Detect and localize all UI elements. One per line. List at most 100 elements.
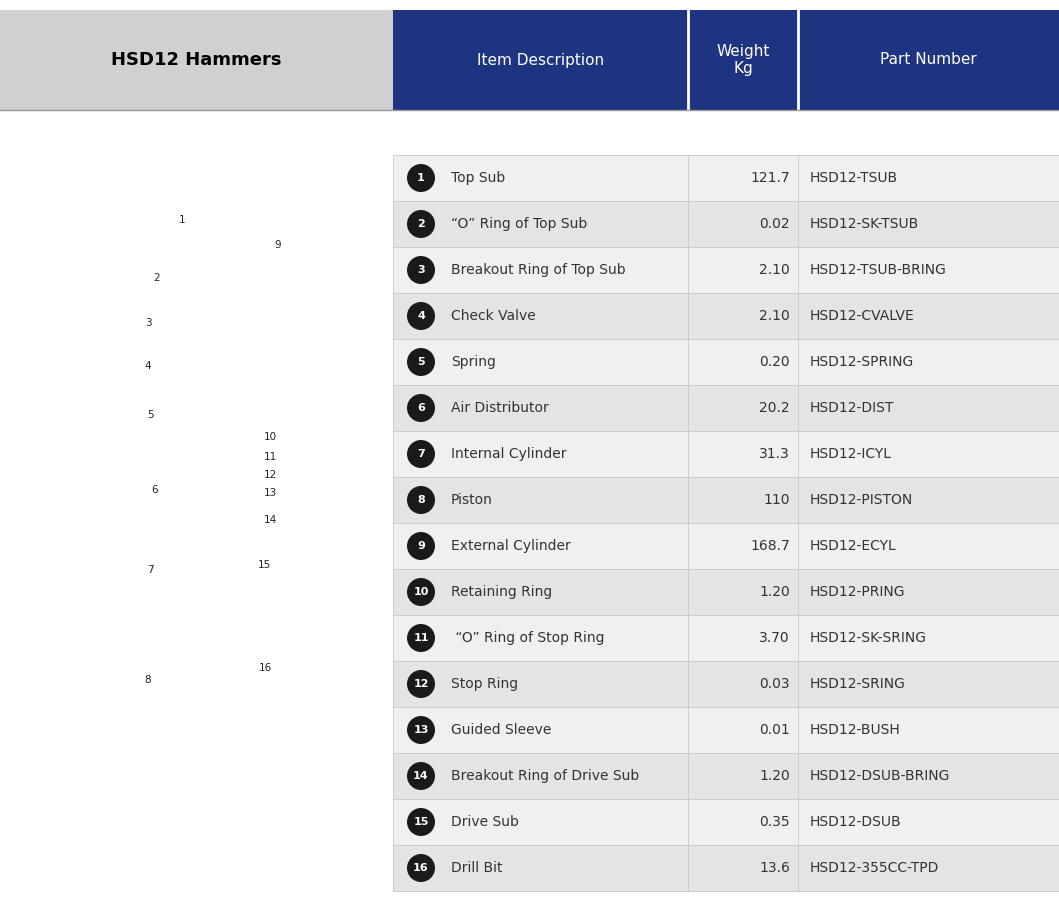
Text: 9: 9 xyxy=(274,240,282,250)
Text: 3: 3 xyxy=(145,318,151,328)
Bar xyxy=(798,431,1059,477)
Text: HSD12-DSUB-BRING: HSD12-DSUB-BRING xyxy=(810,769,950,783)
Text: 0.01: 0.01 xyxy=(759,723,790,737)
Text: “O” Ring of Stop Ring: “O” Ring of Stop Ring xyxy=(451,631,605,645)
Text: 16: 16 xyxy=(413,863,429,873)
Text: HSD12-SK-TSUB: HSD12-SK-TSUB xyxy=(810,217,919,231)
Text: Top Sub: Top Sub xyxy=(451,171,505,185)
Text: HSD12-355CC-TPD: HSD12-355CC-TPD xyxy=(810,861,939,875)
Text: 11: 11 xyxy=(264,452,276,462)
Text: 15: 15 xyxy=(413,817,429,827)
Bar xyxy=(688,155,798,201)
Bar xyxy=(393,201,688,247)
Bar xyxy=(798,753,1059,799)
Text: 12: 12 xyxy=(413,679,429,689)
Circle shape xyxy=(407,394,435,422)
Bar xyxy=(688,477,798,523)
Bar xyxy=(393,247,688,293)
Bar xyxy=(798,247,1059,293)
Bar xyxy=(688,569,798,615)
Bar xyxy=(798,10,1059,110)
Text: 7: 7 xyxy=(147,565,154,575)
Text: 14: 14 xyxy=(413,771,429,781)
Text: HSD12-TSUB-BRING: HSD12-TSUB-BRING xyxy=(810,263,947,277)
Text: 6: 6 xyxy=(151,485,158,495)
Text: 3: 3 xyxy=(417,265,425,275)
Bar xyxy=(688,10,798,110)
Text: HSD12-TSUB: HSD12-TSUB xyxy=(810,171,898,185)
Bar xyxy=(688,247,798,293)
Circle shape xyxy=(407,210,435,238)
Bar xyxy=(688,523,798,569)
Bar xyxy=(798,661,1059,707)
Bar xyxy=(393,477,688,523)
Text: “O” Ring of Top Sub: “O” Ring of Top Sub xyxy=(451,217,588,231)
Text: 7: 7 xyxy=(417,449,425,459)
Text: Air Distributor: Air Distributor xyxy=(451,401,549,415)
Bar xyxy=(798,523,1059,569)
Bar xyxy=(688,707,798,753)
Text: 2: 2 xyxy=(154,273,160,283)
Bar xyxy=(393,569,688,615)
Text: 12: 12 xyxy=(264,470,276,480)
Text: 110: 110 xyxy=(764,493,790,507)
Text: 5: 5 xyxy=(147,410,154,420)
Bar xyxy=(393,293,688,339)
Bar xyxy=(393,615,688,661)
Bar xyxy=(798,707,1059,753)
Text: Spring: Spring xyxy=(451,355,496,369)
Text: 15: 15 xyxy=(257,560,271,570)
Text: 11: 11 xyxy=(413,633,429,643)
Bar xyxy=(0,110,1059,155)
Circle shape xyxy=(407,256,435,284)
Circle shape xyxy=(407,440,435,468)
Text: HSD12-PRING: HSD12-PRING xyxy=(810,585,905,599)
Bar xyxy=(688,339,798,385)
Text: 0.35: 0.35 xyxy=(759,815,790,829)
Bar xyxy=(393,845,688,891)
Text: HSD12-ICYL: HSD12-ICYL xyxy=(810,447,892,461)
Bar xyxy=(393,799,688,845)
Text: 13: 13 xyxy=(264,488,276,498)
Text: Stop Ring: Stop Ring xyxy=(451,677,518,691)
Text: Breakout Ring of Top Sub: Breakout Ring of Top Sub xyxy=(451,263,626,277)
Text: 8: 8 xyxy=(145,675,151,685)
Text: 10: 10 xyxy=(264,432,276,442)
Text: HSD12-SK-SRING: HSD12-SK-SRING xyxy=(810,631,927,645)
Circle shape xyxy=(407,670,435,698)
Circle shape xyxy=(407,532,435,560)
Bar xyxy=(393,661,688,707)
Bar xyxy=(393,753,688,799)
Bar xyxy=(798,155,1059,201)
Text: 121.7: 121.7 xyxy=(751,171,790,185)
Bar xyxy=(688,753,798,799)
Text: 9: 9 xyxy=(417,541,425,551)
Text: 4: 4 xyxy=(145,361,151,371)
Bar xyxy=(798,293,1059,339)
Circle shape xyxy=(407,762,435,790)
Text: Internal Cylinder: Internal Cylinder xyxy=(451,447,567,461)
Text: 1: 1 xyxy=(417,173,425,183)
Bar xyxy=(798,339,1059,385)
Text: 8: 8 xyxy=(417,495,425,505)
Bar xyxy=(393,431,688,477)
Text: 13: 13 xyxy=(413,725,429,735)
Text: External Cylinder: External Cylinder xyxy=(451,539,571,553)
Text: 13.6: 13.6 xyxy=(759,861,790,875)
Text: Retaining Ring: Retaining Ring xyxy=(451,585,552,599)
Bar xyxy=(393,155,688,201)
Text: 2.10: 2.10 xyxy=(759,263,790,277)
Text: Check Valve: Check Valve xyxy=(451,309,536,323)
Text: Weight
Kg: Weight Kg xyxy=(716,44,770,76)
Text: Piston: Piston xyxy=(451,493,492,507)
Bar xyxy=(798,799,1059,845)
Text: 20.2: 20.2 xyxy=(759,401,790,415)
Bar xyxy=(393,10,688,110)
Bar xyxy=(688,661,798,707)
Bar xyxy=(393,10,395,110)
Text: HSD12-SPRING: HSD12-SPRING xyxy=(810,355,914,369)
Text: HSD12-BUSH: HSD12-BUSH xyxy=(810,723,901,737)
Circle shape xyxy=(407,716,435,744)
Text: 1: 1 xyxy=(179,215,185,225)
Text: Drive Sub: Drive Sub xyxy=(451,815,519,829)
